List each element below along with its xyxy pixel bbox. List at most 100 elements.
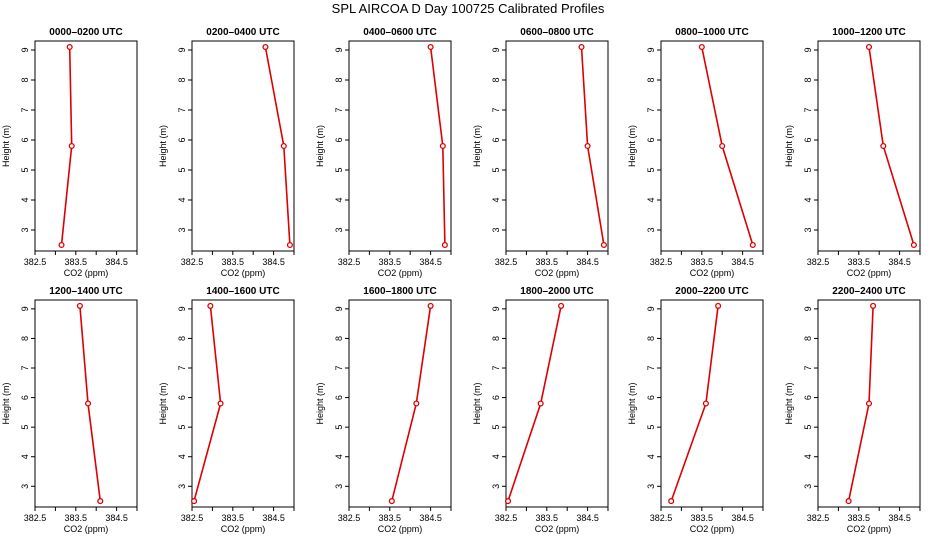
data-point [413, 400, 420, 407]
data-point [217, 400, 224, 407]
x-tick-label: 382.5 [338, 513, 361, 523]
x-tick-label: 383.5 [536, 513, 559, 523]
x-tick-label: 383.5 [691, 513, 714, 523]
y-tick-label: 5 [803, 167, 813, 172]
profile-line [670, 305, 719, 502]
plot-frame [660, 299, 764, 508]
y-tick-label: 6 [20, 395, 30, 400]
data-point [58, 241, 65, 249]
data-point [68, 142, 75, 150]
panel-6: 1000–1200 UTC 382.5 383.5 384.5 3 4 5 6 7 8 9 CO2 (… [784, 27, 921, 278]
y-tick-label: 8 [177, 77, 187, 82]
x-tick-label: 383.5 [65, 513, 88, 523]
x-tick-label: 383.5 [222, 257, 245, 267]
y-tick-label: 8 [803, 336, 813, 341]
data-point [262, 43, 269, 51]
data-point [668, 498, 675, 505]
y-tick-label: 5 [334, 425, 344, 430]
y-axis-label: Height (m) [158, 382, 168, 424]
y-axis-label: Height (m) [627, 125, 637, 167]
y-tick-label: 5 [20, 425, 30, 430]
data-point [439, 142, 446, 150]
x-tick-label: 384.5 [105, 513, 128, 523]
x-tick-label: 383.5 [222, 513, 245, 523]
y-tick-label: 3 [803, 227, 813, 232]
y-tick-label: 5 [646, 167, 656, 172]
y-tick-label: 3 [20, 484, 30, 489]
x-tick-label: 382.5 [495, 513, 518, 523]
y-tick-label: 7 [20, 366, 30, 371]
x-axis-label: CO2 (ppm) [221, 268, 266, 278]
y-tick-label: 8 [491, 77, 501, 82]
data-point [97, 498, 104, 505]
x-tick-label: 382.5 [495, 257, 518, 267]
profile-line [868, 46, 915, 246]
plot-frame [191, 40, 295, 252]
y-tick-label: 7 [491, 366, 501, 371]
y-tick-label: 9 [334, 47, 344, 52]
y-tick-label: 3 [491, 227, 501, 232]
y-tick-label: 8 [20, 336, 30, 341]
x-tick-label: 383.5 [65, 257, 88, 267]
data-point [702, 400, 709, 407]
y-axis-label: Height (m) [1, 382, 11, 424]
y-tick-label: 5 [491, 167, 501, 172]
y-tick-label: 7 [334, 107, 344, 112]
y-tick-label: 6 [646, 137, 656, 142]
y-tick-label: 7 [803, 107, 813, 112]
panel-1: 0000–0200 UTC 382.5 383.5 384.5 3 4 5 6 7 8 9 CO2 (… [1, 27, 138, 278]
plot-frame [817, 40, 921, 252]
panel-10: 1800–2000 UTC 382.5 383.5 384.5 3 4 5 6 7 8 9 CO2 (… [472, 286, 609, 534]
data-point [66, 43, 73, 51]
y-tick-label: 8 [491, 336, 501, 341]
y-tick-label: 6 [646, 395, 656, 400]
x-tick-label: 383.5 [379, 513, 402, 523]
y-axis-label: Height (m) [1, 125, 11, 167]
y-tick-label: 7 [646, 107, 656, 112]
x-tick-label: 384.5 [105, 257, 128, 267]
y-tick-label: 4 [177, 197, 187, 202]
data-point [207, 302, 214, 309]
data-point [578, 43, 585, 51]
panel-title: 0000–0200 UTC [49, 27, 122, 38]
panel-2: 0200–0400 UTC 382.5 383.5 384.5 3 4 5 6 7 8 9 CO2 (… [158, 27, 295, 278]
panel-title: 2200–2400 UTC [832, 286, 905, 297]
y-tick-label: 4 [334, 454, 344, 459]
x-tick-label: 383.5 [848, 513, 871, 523]
y-tick-label: 9 [177, 306, 187, 311]
panel-title: 1200–1400 UTC [49, 286, 122, 297]
y-axis-label: Height (m) [784, 125, 794, 167]
x-axis-label: CO2 (ppm) [378, 268, 423, 278]
x-tick-label: 384.5 [262, 513, 285, 523]
panel-title: 1000–1200 UTC [832, 27, 905, 38]
data-point [749, 241, 756, 249]
plot-frame [817, 299, 921, 508]
y-axis-label: Height (m) [472, 382, 482, 424]
y-tick-label: 4 [803, 454, 813, 459]
y-tick-label: 8 [20, 77, 30, 82]
data-point [190, 498, 198, 505]
plot-frame [348, 40, 452, 252]
y-tick-label: 5 [20, 167, 30, 172]
y-tick-label: 3 [334, 227, 344, 232]
y-tick-label: 4 [646, 197, 656, 202]
x-axis-label: CO2 (ppm) [847, 268, 892, 278]
plot-frame [191, 299, 295, 508]
y-tick-label: 4 [491, 197, 501, 202]
y-tick-label: 3 [20, 227, 30, 232]
panel-9: 1600–1800 UTC 382.5 383.5 384.5 3 4 5 6 7 8 9 CO2 (… [315, 286, 452, 534]
y-tick-label: 9 [646, 306, 656, 311]
y-tick-label: 9 [803, 306, 813, 311]
x-tick-label: 384.5 [419, 513, 442, 523]
panel-4: 0600–0800 UTC 382.5 383.5 384.5 3 4 5 6 7 8 9 CO2 (… [472, 27, 609, 278]
y-tick-label: 7 [177, 107, 187, 112]
x-axis-label: CO2 (ppm) [535, 268, 580, 278]
y-tick-label: 7 [803, 366, 813, 371]
x-tick-label: 383.5 [691, 257, 714, 267]
data-point [910, 241, 917, 249]
y-tick-label: 4 [646, 454, 656, 459]
y-tick-label: 8 [646, 336, 656, 341]
data-point [880, 142, 887, 150]
figure-title: SPL AIRCOA D Day 100725 Calibrated Profi… [331, 1, 605, 16]
